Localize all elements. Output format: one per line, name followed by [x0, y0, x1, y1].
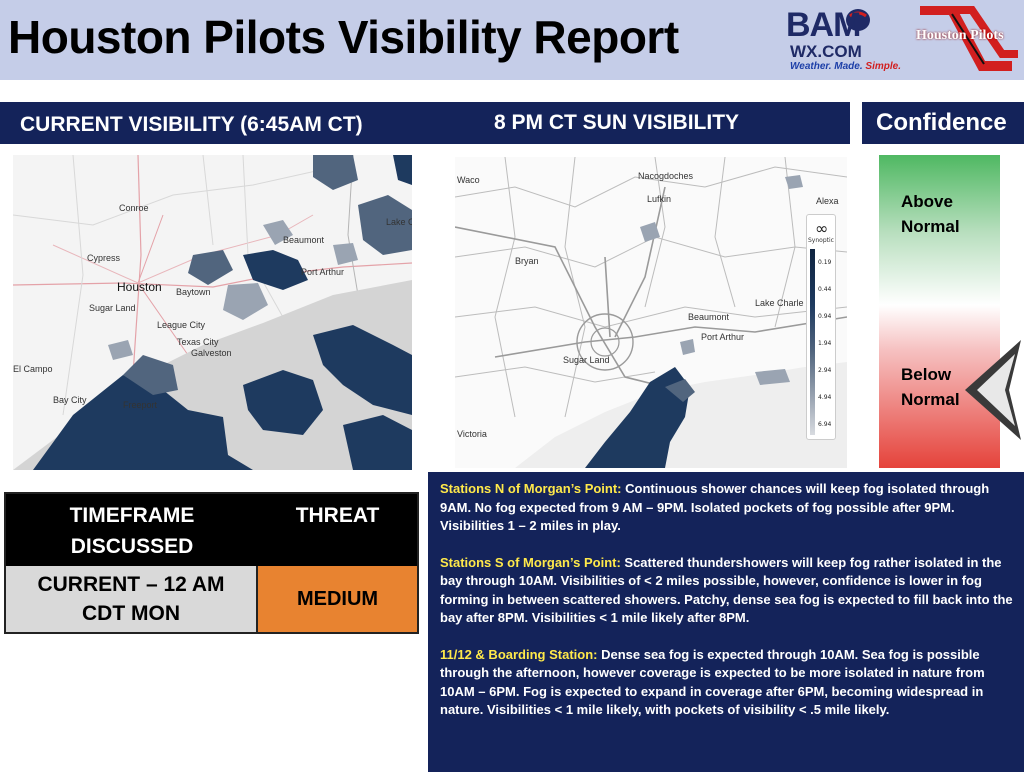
- map1-label-cypress: Cypress: [87, 253, 121, 263]
- map1-label-port-arthur: Port Arthur: [301, 267, 345, 277]
- page-title: Houston Pilots Visibility Report: [8, 11, 679, 63]
- map1-label-baytown: Baytown: [176, 287, 211, 297]
- houston-pilots-logo-text: Houston Pilots: [916, 28, 1004, 43]
- map1-label-conroe: Conroe: [119, 203, 149, 213]
- discussion-panel: Stations N of Morgan’s Point: Continuous…: [428, 472, 1024, 772]
- header-banner: Houston Pilots Visibility Report BAM WX.…: [0, 0, 1024, 80]
- forecast-fog-overlay: [455, 157, 847, 468]
- map2-label-victoria: Victoria: [457, 429, 487, 439]
- table-header-threat: THREAT: [258, 494, 417, 566]
- map1-label-lake-charles: Lake Ch: [386, 217, 412, 227]
- scale-value: 0.94: [818, 313, 832, 320]
- map2-label-bryan: Bryan: [515, 256, 539, 266]
- map1-label-beaumont: Beaumont: [283, 235, 325, 245]
- scale-caption: Synoptic: [808, 237, 834, 244]
- map1-label-sugar-land: Sugar Land: [89, 303, 136, 313]
- bam-brand-text: BAM: [786, 6, 861, 44]
- map2-label-port-arthur: Port Arthur: [701, 332, 745, 342]
- sun-visibility-header: 8 PM CT SUN VISIBILITY: [414, 102, 850, 144]
- confidence-below-normal: Below Normal: [901, 365, 960, 409]
- scale-value: 1.94: [818, 340, 832, 347]
- map1-label-texas-city: Texas City: [177, 337, 219, 347]
- map1-label-houston: Houston: [117, 280, 162, 294]
- scale-value: 0.44: [818, 286, 832, 293]
- sun-visibility-map: Waco Nacogdoches Lufkin Alexa Bryan Lake…: [455, 157, 847, 468]
- map1-label-el-campo: El Campo: [13, 364, 53, 374]
- map1-label-freeport: Freeport: [123, 400, 158, 410]
- synoptic-infinity-icon: ∞: [815, 219, 829, 238]
- scale-value: 4.94: [818, 394, 832, 401]
- confidence-gauge: Above Normal Below Normal: [879, 155, 1000, 468]
- map2-label-alexandria: Alexa: [816, 196, 839, 206]
- confidence-pointer-arrow-icon: [965, 340, 1021, 440]
- map1-label-bay-city: Bay City: [53, 395, 87, 405]
- table-cell-timeframe: CURRENT – 12 AM CDT MON: [6, 566, 258, 632]
- current-fog-overlay: [13, 155, 412, 470]
- map1-label-galveston: Galveston: [191, 348, 232, 358]
- scale-value: 6.94: [818, 421, 832, 428]
- visibility-scale-legend: ∞ Synoptic 0.19 0.44 0.94 1.94 2.94 4.94…: [806, 214, 836, 440]
- bam-weather-logo: BAM WX.COM Weather. Made. Simple.: [786, 6, 910, 74]
- current-visibility-map: Conroe Beaumont Lake Ch Cypress Houston …: [13, 155, 412, 470]
- map2-label-lufkin: Lufkin: [647, 194, 672, 204]
- threat-table: TIMEFRAME DISCUSSED THREAT CURRENT – 12 …: [4, 492, 419, 634]
- scale-value: 2.94: [818, 367, 832, 374]
- map2-label-beaumont: Beaumont: [688, 312, 730, 322]
- map2-label-nacogdoches: Nacogdoches: [638, 171, 694, 181]
- table-cell-threat-level: MEDIUM: [258, 566, 417, 632]
- confidence-header: Confidence: [862, 102, 1024, 144]
- map1-label-league-city: League City: [157, 320, 206, 330]
- current-visibility-header: CURRENT VISIBILITY (6:45AM CT): [0, 102, 414, 144]
- scale-value: 0.19: [818, 259, 832, 266]
- houston-pilots-logo: Houston Pilots: [912, 6, 1020, 74]
- map2-label-lake-charles: Lake Charle: [755, 298, 804, 308]
- discussion-paragraph: 11/12 & Boarding Station: Dense sea fog …: [440, 646, 985, 718]
- scale-color-bar: [810, 249, 815, 435]
- confidence-above-normal: Above Normal: [901, 192, 960, 236]
- discussion-paragraph: Stations N of Morgan’s Point: Continuous…: [440, 481, 990, 533]
- bam-brand-subtext: WX.COM: [790, 42, 862, 61]
- map2-label-waco: Waco: [457, 175, 480, 185]
- bam-tagline: Weather. Made. Simple.: [790, 61, 901, 72]
- table-header-timeframe: TIMEFRAME DISCUSSED: [6, 494, 258, 566]
- map2-label-sugar-land: Sugar Land: [563, 355, 610, 365]
- discussion-paragraph: Stations S of Morgan’s Point: Scattered …: [440, 554, 1013, 626]
